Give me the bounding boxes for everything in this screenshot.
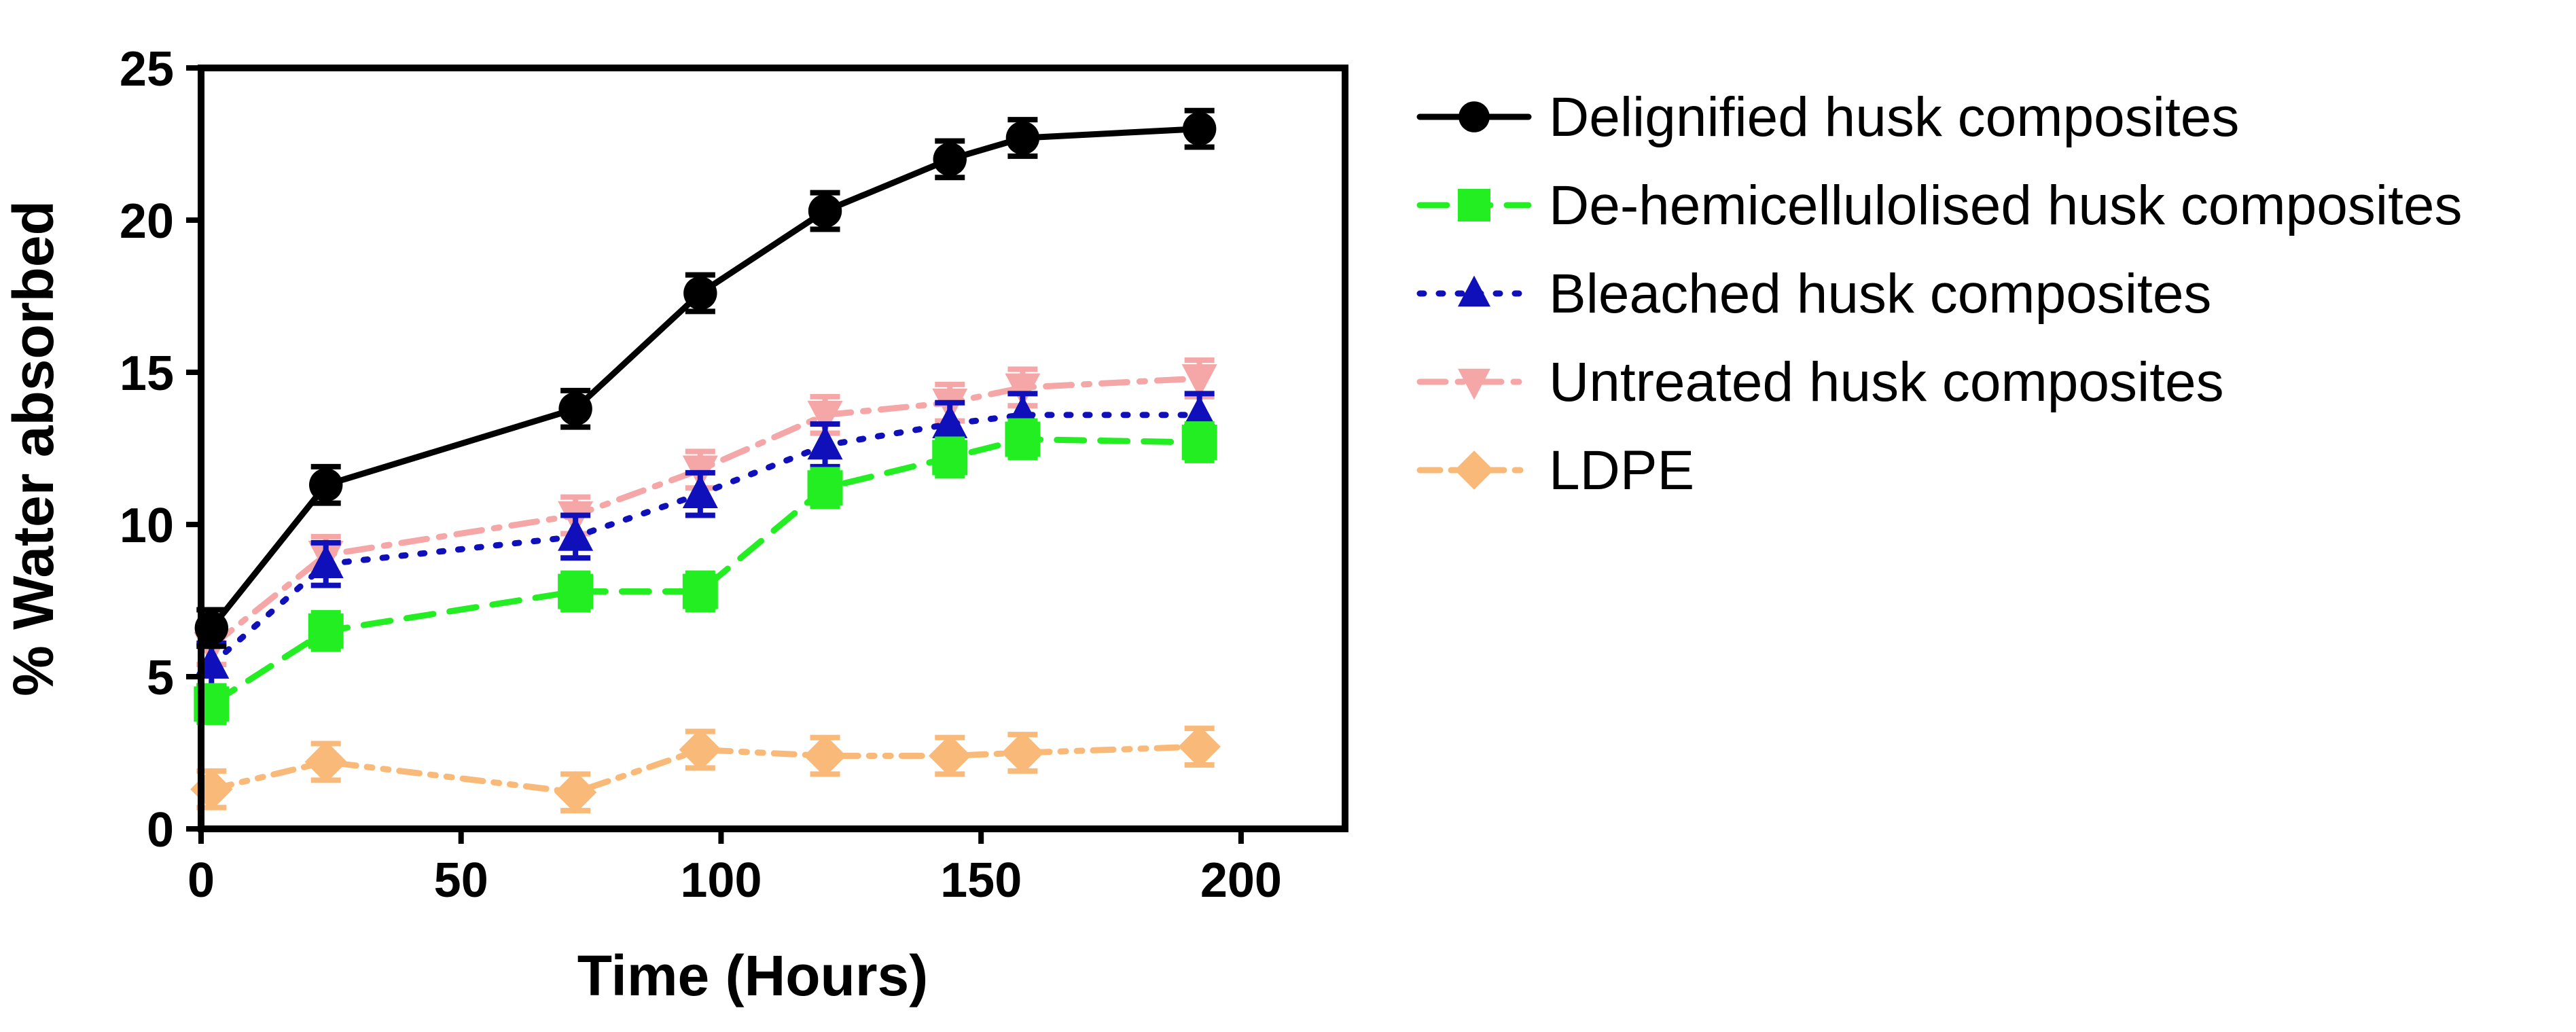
data-point (558, 517, 594, 551)
data-point (807, 425, 843, 460)
data-point (308, 544, 344, 579)
series-5 (190, 725, 1221, 814)
data-point (932, 440, 968, 476)
data-point (1005, 373, 1041, 407)
legend-item: Delignified husk composites (1416, 86, 2239, 148)
legend-label: De-hemicellulolised husk composites (1549, 175, 2462, 236)
data-point (682, 474, 718, 508)
data-point (1182, 111, 1217, 146)
data-point (304, 741, 347, 783)
data-point (1178, 725, 1221, 768)
series-line (208, 436, 1203, 707)
x-tick-label: 150 (940, 853, 1022, 908)
data-point (807, 400, 843, 435)
x-tick-label: 0 (187, 853, 215, 908)
legend-marker (1458, 275, 1490, 307)
x-tick-label: 50 (434, 853, 488, 908)
data-point (807, 470, 843, 506)
y-axis-title: % Water absorbed (1, 200, 65, 696)
x-axis-title: Time (Hours) (577, 944, 929, 1008)
legend-item: De-hemicellulolised husk composites (1416, 175, 2462, 236)
data-point (1181, 364, 1217, 398)
y-tick-label: 10 (120, 499, 174, 553)
y-tick-label: 0 (147, 803, 174, 857)
data-point (1181, 425, 1217, 461)
data-point (1005, 421, 1041, 457)
legend-marker (1459, 101, 1490, 132)
data-point (190, 768, 233, 811)
legend-marker (1458, 368, 1490, 400)
legend: Delignified husk composites De-hemicellul… (1416, 86, 2462, 501)
data-point (804, 734, 846, 777)
data-point (683, 276, 717, 310)
x-tick-label: 100 (680, 853, 762, 908)
data-point (1181, 395, 1217, 429)
y-tick-label: 25 (120, 42, 174, 96)
x-tick-label: 200 (1200, 853, 1282, 908)
legend-label: LDPE (1549, 440, 1694, 501)
data-point (558, 573, 594, 609)
data-point (558, 392, 592, 426)
y-tick-label: 15 (120, 346, 174, 401)
series-line (208, 375, 1203, 650)
data-point (308, 613, 344, 649)
data-point (682, 573, 718, 609)
data-point (679, 728, 722, 771)
series-line (208, 126, 1203, 631)
legend-marker (1454, 450, 1494, 490)
legend-label: Delignified husk composites (1549, 86, 2239, 148)
data-point (554, 771, 597, 814)
legend-item: Untreated husk composites (1416, 351, 2224, 413)
data-point (932, 404, 968, 438)
data-point (933, 142, 967, 177)
series-line (208, 412, 1203, 668)
plot-area (190, 107, 1221, 814)
legend-label: Bleached husk composites (1549, 263, 2211, 325)
legend-item: Bleached husk composites (1416, 263, 2211, 325)
legend-marker (1458, 189, 1490, 221)
y-tick-label: 5 (147, 651, 174, 705)
y-tick-label: 20 (120, 194, 174, 249)
data-point (929, 734, 971, 777)
data-point (1001, 731, 1044, 775)
series-1 (194, 107, 1217, 650)
data-point (309, 468, 343, 502)
data-point (808, 194, 842, 228)
axes: 0 50 100 150 200 0 5 10 15 20 25 Time (Hours) % Wate… (1, 42, 1348, 1008)
plot-frame (198, 65, 1348, 832)
legend-label: Untreated husk composites (1549, 351, 2224, 413)
legend-item: LDPE (1416, 440, 1694, 501)
data-point (1005, 121, 1040, 155)
